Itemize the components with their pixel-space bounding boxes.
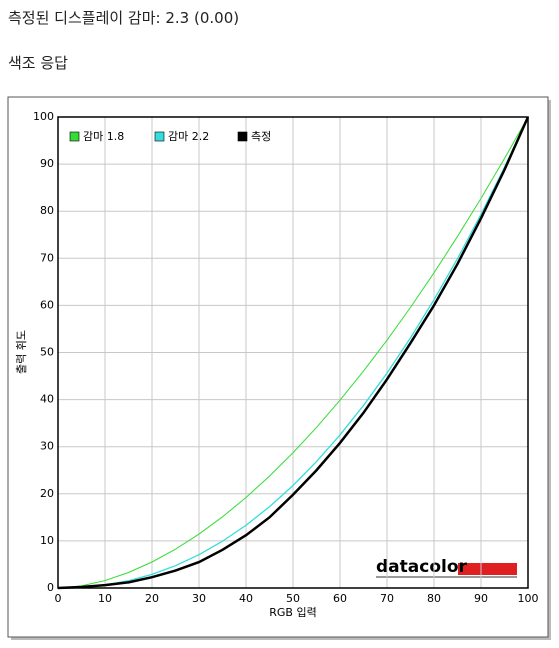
y-tick-label: 90 <box>40 157 54 170</box>
x-tick-label: 0 <box>55 592 62 605</box>
legend-swatch <box>154 131 165 142</box>
x-tick-label: 30 <box>192 592 206 605</box>
header: 측정된 디스플레이 감마: 2.3 (0.00) <box>8 9 240 27</box>
x-tick-label: 60 <box>333 592 347 605</box>
watermark-bar <box>458 563 517 575</box>
chart-title: 색조 응답 <box>8 54 68 72</box>
y-tick-label: 10 <box>40 534 54 547</box>
x-tick-label: 50 <box>286 592 300 605</box>
y-axis-label: 출력 휘도 <box>15 330 28 374</box>
x-tick-label: 10 <box>98 592 112 605</box>
legend-label: 감마 1.8 <box>83 130 124 143</box>
y-tick-label: 80 <box>40 204 54 217</box>
y-tick-label: 70 <box>40 251 54 264</box>
y-tick-label: 30 <box>40 440 54 453</box>
y-tick-label: 20 <box>40 487 54 500</box>
x-tick-label: 90 <box>474 592 488 605</box>
x-tick-label: 70 <box>380 592 394 605</box>
legend-swatch <box>237 131 248 142</box>
x-tick-label: 100 <box>518 592 539 605</box>
x-axis-label: RGB 입력 <box>269 606 316 619</box>
x-tick-label: 40 <box>239 592 253 605</box>
plot-border <box>57 116 529 589</box>
series-line <box>57 116 529 589</box>
watermark: datacolor <box>376 557 468 577</box>
x-tick-label: 20 <box>145 592 159 605</box>
legend-swatch <box>69 131 80 142</box>
legend-label: 측정 <box>251 130 271 143</box>
legend-label: 감마 2.2 <box>168 130 209 143</box>
y-tick-label: 40 <box>40 393 54 406</box>
frame <box>7 96 549 638</box>
y-tick-label: 100 <box>33 110 54 123</box>
y-tick-label: 60 <box>40 298 54 311</box>
y-tick-label: 50 <box>40 346 54 359</box>
y-tick-label: 0 <box>47 581 54 594</box>
series-line <box>57 116 529 589</box>
series-line <box>57 116 530 590</box>
x-tick-label: 80 <box>427 592 441 605</box>
